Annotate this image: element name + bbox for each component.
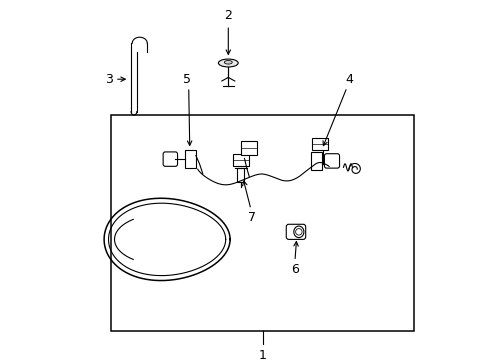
FancyBboxPatch shape (285, 224, 305, 239)
Bar (232, 154, 248, 166)
FancyBboxPatch shape (324, 154, 339, 168)
Text: 4: 4 (344, 73, 352, 86)
Text: 6: 6 (290, 263, 298, 276)
Ellipse shape (224, 60, 232, 64)
Text: 5: 5 (183, 73, 190, 86)
Circle shape (295, 229, 302, 235)
Bar (310, 152, 321, 170)
Bar (185, 150, 196, 168)
Bar (111, 115, 413, 331)
Ellipse shape (218, 59, 238, 67)
Text: 2: 2 (224, 9, 232, 22)
Bar (241, 141, 256, 155)
Bar (311, 138, 327, 150)
Ellipse shape (293, 226, 303, 238)
Text: 7: 7 (247, 211, 255, 224)
Bar (237, 168, 244, 182)
FancyBboxPatch shape (163, 152, 177, 166)
Text: 1: 1 (258, 349, 266, 360)
Text: 3: 3 (105, 73, 113, 86)
